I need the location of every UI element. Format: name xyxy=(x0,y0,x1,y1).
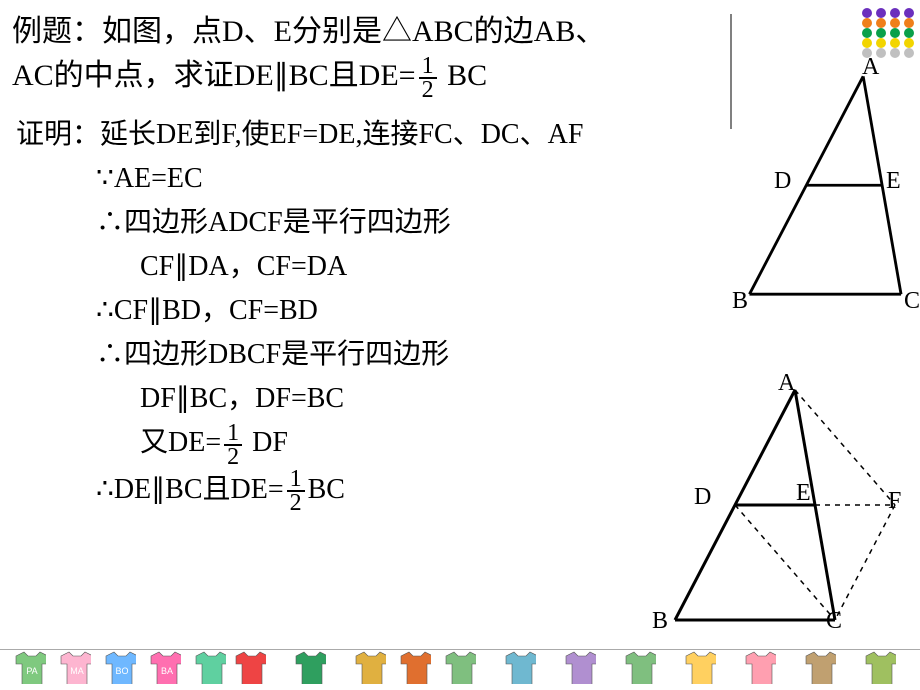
clothesline-decor: PA MA BO BA xyxy=(0,642,920,690)
proof-block: 证明：延长DE到F,使EF=DE,连接FC、DC、AF ∵AE=EC ∴四边形A… xyxy=(12,113,732,514)
fig2-label-E: E xyxy=(796,480,811,507)
figure-2: A B C D E F xyxy=(660,380,920,640)
fig2-label-D: D xyxy=(694,484,711,511)
proof-step5: ∴四边形DBCF是平行四边形 xyxy=(96,333,732,377)
fig2-label-C: C xyxy=(826,608,842,635)
proof-step3: ∴四边形ADCF是平行四边形 xyxy=(96,201,732,245)
fig2-label-B: B xyxy=(652,608,668,635)
content-text: 例题：如图，点D、E分别是△ABC的边AB、 AC的中点，求证DE∥BC且DE=… xyxy=(12,10,732,514)
svg-text:PA: PA xyxy=(26,666,37,676)
fig1-label-E: E xyxy=(886,168,901,195)
proof-label: 证明： xyxy=(16,119,100,150)
proof-step7: ∴DE∥BC且DE=12BC xyxy=(96,468,732,515)
proof-step3b: CF∥DA，CF=DA xyxy=(96,245,732,289)
fig1-label-C: C xyxy=(904,288,920,315)
fig1-label-D: D xyxy=(774,168,791,195)
proof-step5b: DF∥BC，DF=BC xyxy=(96,377,732,421)
svg-text:BO: BO xyxy=(115,666,128,676)
svg-text:BA: BA xyxy=(161,666,173,676)
fraction-half: 12 xyxy=(416,55,440,101)
corner-dots xyxy=(862,8,914,58)
fig1-label-A: A xyxy=(862,54,879,81)
problem-line1: 例题：如图，点D、E分别是△ABC的边AB、 xyxy=(12,15,605,48)
separator-line xyxy=(730,14,732,129)
svg-text:MA: MA xyxy=(70,666,84,676)
fig1-label-B: B xyxy=(732,288,748,315)
fig2-label-F: F xyxy=(888,488,901,515)
proof-step1: 延长DE到F,使EF=DE,连接FC、DC、AF xyxy=(100,119,583,150)
figure-1: A B C D E xyxy=(740,60,920,320)
proof-step6: 又DE=12 DF xyxy=(96,421,732,468)
proof-step4: ∴CF∥BD，CF=BD xyxy=(96,289,732,333)
problem-line2-pre: AC的中点，求证DE∥BC且DE= xyxy=(12,59,416,92)
problem-line2-post: BC xyxy=(440,59,488,92)
fig2-label-A: A xyxy=(778,370,795,397)
proof-step2: ∵AE=EC xyxy=(96,157,732,201)
problem-statement: 例题：如图，点D、E分别是△ABC的边AB、 AC的中点，求证DE∥BC且DE=… xyxy=(12,10,732,101)
